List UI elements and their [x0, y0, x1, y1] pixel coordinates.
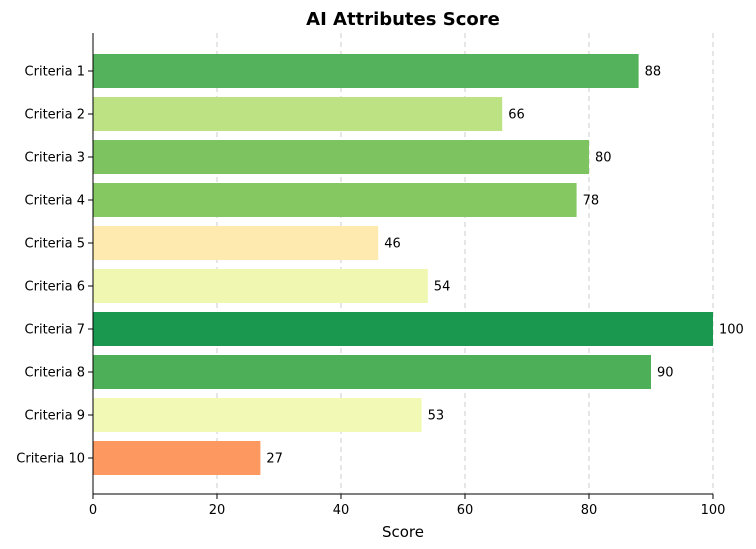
bar-value-label-1: 88	[645, 65, 662, 80]
x-tick-label-5: 100	[701, 503, 726, 518]
y-tick-label-6: Criteria 6	[25, 280, 85, 295]
bar-value-label-8: 90	[657, 366, 674, 381]
x-tick-label-2: 40	[333, 503, 350, 518]
bar-1	[93, 54, 639, 88]
bar-value-label-5: 46	[384, 237, 401, 252]
x-tick-label-1: 20	[209, 503, 226, 518]
bar-value-label-3: 80	[595, 151, 612, 166]
bar-value-label-4: 78	[583, 194, 600, 209]
bar-labels: 88 66 80 78 46 54 100 90 53 27	[266, 65, 743, 467]
bar-value-label-10: 27	[266, 452, 283, 467]
x-tick-label-3: 60	[457, 503, 474, 518]
bar-value-label-7: 100	[719, 323, 744, 338]
bar-value-label-2: 66	[508, 108, 525, 123]
y-tick-label-10: Criteria 10	[16, 452, 85, 467]
bar-7	[93, 312, 713, 346]
y-tick-label-4: Criteria 4	[25, 194, 85, 209]
bar-3	[93, 140, 589, 174]
bars	[93, 54, 713, 475]
y-tick-label-8: Criteria 8	[25, 366, 85, 381]
y-tick-label-3: Criteria 3	[25, 151, 85, 166]
y-tick-label-7: Criteria 7	[25, 323, 85, 338]
bar-9	[93, 398, 422, 432]
y-tick-label-2: Criteria 2	[25, 108, 85, 123]
x-axis-label: Score	[382, 523, 424, 541]
x-tick-label-4: 80	[581, 503, 598, 518]
y-tick-label-9: Criteria 9	[25, 409, 85, 424]
x-axis-ticks: 0 20 40 60 80 100	[89, 494, 726, 518]
y-tick-label-1: Criteria 1	[25, 65, 85, 80]
bar-4	[93, 183, 577, 217]
bar-10	[93, 441, 261, 475]
bar-6	[93, 269, 428, 303]
bar-8	[93, 355, 651, 389]
bar-value-label-6: 54	[434, 280, 451, 295]
bar-value-label-9: 53	[428, 409, 445, 424]
y-tick-label-5: Criteria 5	[25, 237, 85, 252]
bar-2	[93, 97, 503, 131]
bar-5	[93, 226, 379, 260]
y-axis-ticks: Criteria 1 Criteria 2 Criteria 3 Criteria 4…	[16, 65, 93, 467]
x-tick-label-0: 0	[89, 503, 97, 518]
chart-title: AI Attributes Score	[306, 9, 500, 30]
